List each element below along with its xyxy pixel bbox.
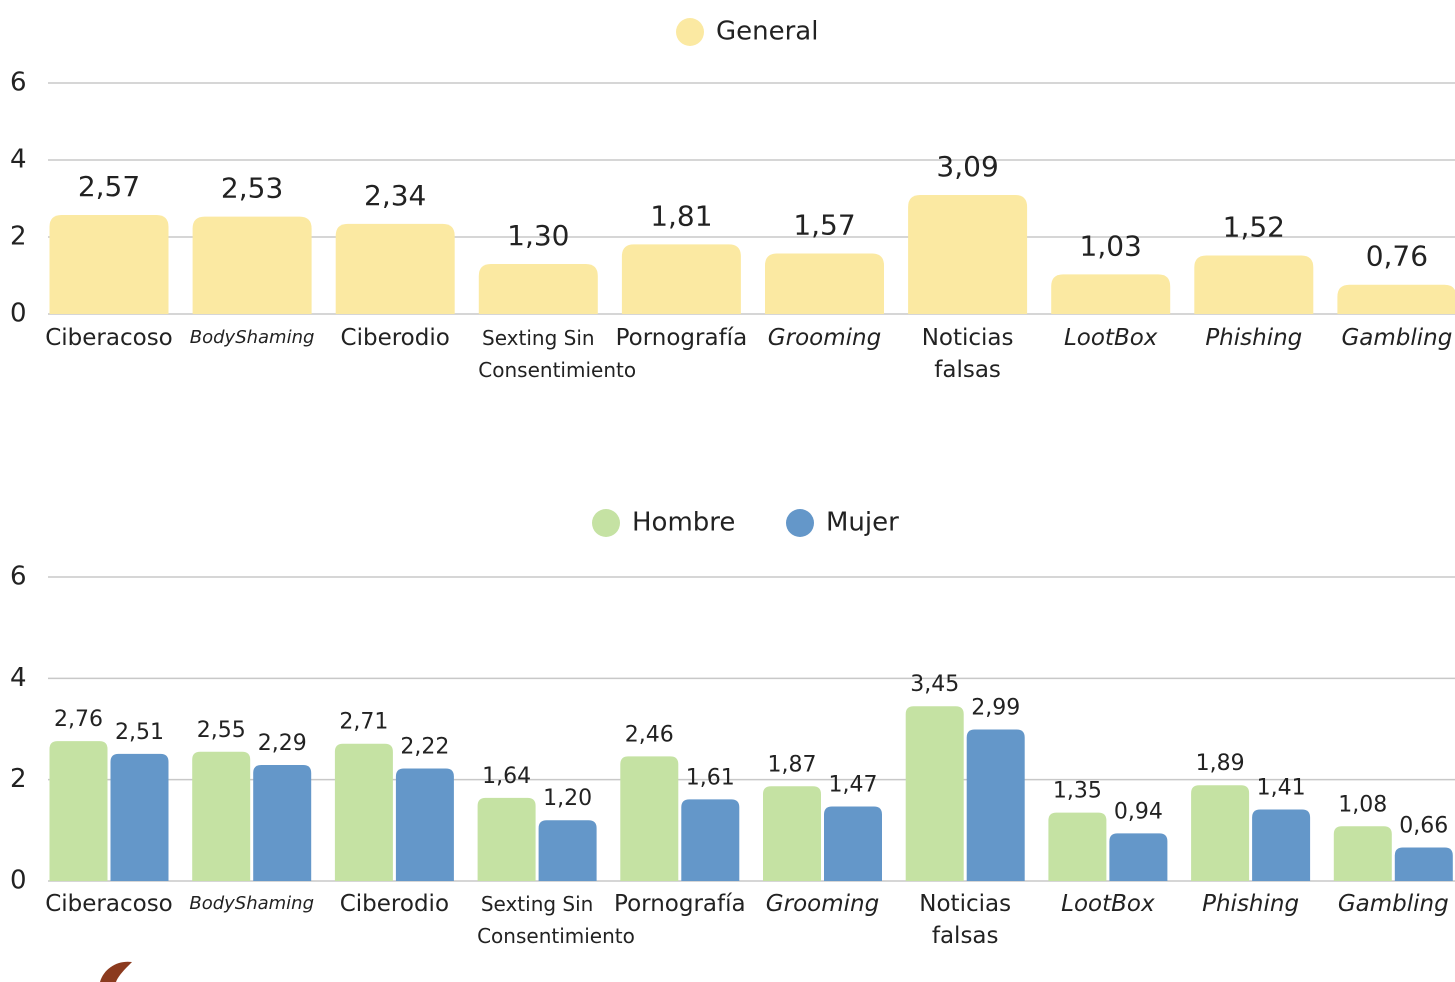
bar (477, 797, 536, 881)
y-tick-label: 2 (10, 764, 27, 794)
bar (335, 223, 455, 314)
value-label: 1,64 (482, 764, 531, 789)
value-label: 2,29 (258, 731, 307, 756)
value-label: 1,87 (768, 752, 817, 777)
value-label: 1,61 (686, 765, 735, 790)
bar (824, 806, 882, 881)
bar (1048, 812, 1107, 881)
x-tick-label: LootBox (1063, 325, 1158, 351)
x-tick-label: BodyShaming (189, 893, 315, 914)
value-label: 1,41 (1257, 776, 1306, 801)
bar (334, 743, 393, 881)
value-label: 3,45 (910, 672, 959, 697)
bar (1333, 826, 1392, 881)
bar (253, 764, 312, 881)
value-label: 0,76 (1366, 240, 1428, 273)
value-label: 0,66 (1399, 814, 1448, 839)
value-label: 1,35 (1053, 779, 1102, 804)
bar (765, 253, 884, 314)
value-label: 1,89 (1196, 751, 1245, 776)
legend-swatch (592, 509, 620, 537)
value-label: 1,57 (793, 209, 855, 242)
y-tick-label: 0 (10, 299, 27, 329)
x-tick-label: Pornografía (615, 325, 748, 351)
value-label: 1,20 (543, 786, 592, 811)
x-tick-label: BodyShaming (189, 327, 315, 348)
x-tick-label: Ciberacoso (45, 891, 173, 917)
bar (681, 799, 740, 881)
legend-label: Hombre (632, 508, 735, 538)
bar (908, 195, 1028, 314)
value-label: 2,46 (625, 722, 674, 747)
y-tick-label: 2 (10, 222, 27, 252)
bar (620, 756, 679, 881)
x-tick-label: Gambling (1341, 325, 1453, 351)
x-tick-label: Gambling (1337, 891, 1449, 917)
value-label: 2,71 (339, 710, 388, 735)
y-tick-label: 6 (10, 68, 27, 98)
value-label: 1,08 (1338, 792, 1387, 817)
y-tick-label: 6 (10, 562, 27, 592)
x-tick-label: Pornografía (614, 891, 746, 917)
bar (538, 820, 597, 881)
value-label: 2,57 (78, 170, 140, 203)
x-tick-label: Sexting Sin Consentimiento (477, 892, 635, 948)
value-label: 3,09 (936, 150, 998, 183)
legend-swatch (676, 18, 704, 46)
x-tick-label: Noticias falsas (919, 891, 1012, 949)
bar (49, 215, 169, 314)
value-label: 2,99 (971, 696, 1020, 721)
bar (1252, 809, 1311, 881)
value-label: 1,81 (650, 199, 712, 232)
logo-fragment (100, 961, 132, 982)
value-label: 2,22 (400, 735, 449, 760)
value-label: 1,52 (1223, 210, 1285, 243)
bar (1191, 785, 1250, 881)
bar (1109, 833, 1168, 881)
x-tick-label: Phishing (1205, 325, 1303, 351)
x-tick-label: Phishing (1202, 891, 1300, 917)
value-label: 2,34 (364, 179, 426, 212)
x-tick-label: Ciberodio (340, 325, 450, 351)
y-tick-label: 0 (10, 866, 27, 896)
y-tick-label: 4 (10, 663, 27, 693)
bar (192, 216, 312, 314)
bar (1051, 274, 1171, 314)
bar (478, 263, 598, 314)
x-tick-label: Noticias falsas (921, 325, 1014, 383)
bar (192, 751, 251, 881)
value-label: 2,51 (115, 720, 164, 745)
value-label: 2,76 (54, 707, 103, 732)
bar (49, 741, 108, 881)
value-label: 2,53 (221, 172, 283, 205)
value-label: 1,47 (829, 773, 878, 798)
bar (1194, 255, 1314, 314)
bar (1394, 847, 1453, 881)
legend-label: Mujer (826, 508, 899, 538)
value-label: 1,30 (507, 219, 569, 252)
bar (763, 786, 821, 881)
value-label: 0,94 (1114, 799, 1163, 824)
x-tick-label: Grooming (767, 325, 882, 351)
x-tick-label: Ciberacoso (45, 325, 173, 351)
value-label: 2,55 (197, 718, 246, 743)
bar (621, 244, 741, 314)
bar (1337, 284, 1455, 314)
legend-swatch (786, 509, 814, 537)
x-tick-label: Ciberodio (339, 891, 450, 917)
bar (110, 753, 169, 881)
x-tick-label: Sexting Sin Consentimiento (478, 326, 637, 382)
value-label: 1,03 (1080, 229, 1142, 262)
bar (395, 768, 454, 881)
y-tick-label: 4 (10, 145, 27, 175)
bar (966, 729, 1025, 881)
x-tick-label: LootBox (1061, 891, 1155, 917)
bar (905, 706, 964, 881)
x-tick-label: Grooming (765, 891, 880, 917)
legend-label: General (716, 17, 818, 47)
